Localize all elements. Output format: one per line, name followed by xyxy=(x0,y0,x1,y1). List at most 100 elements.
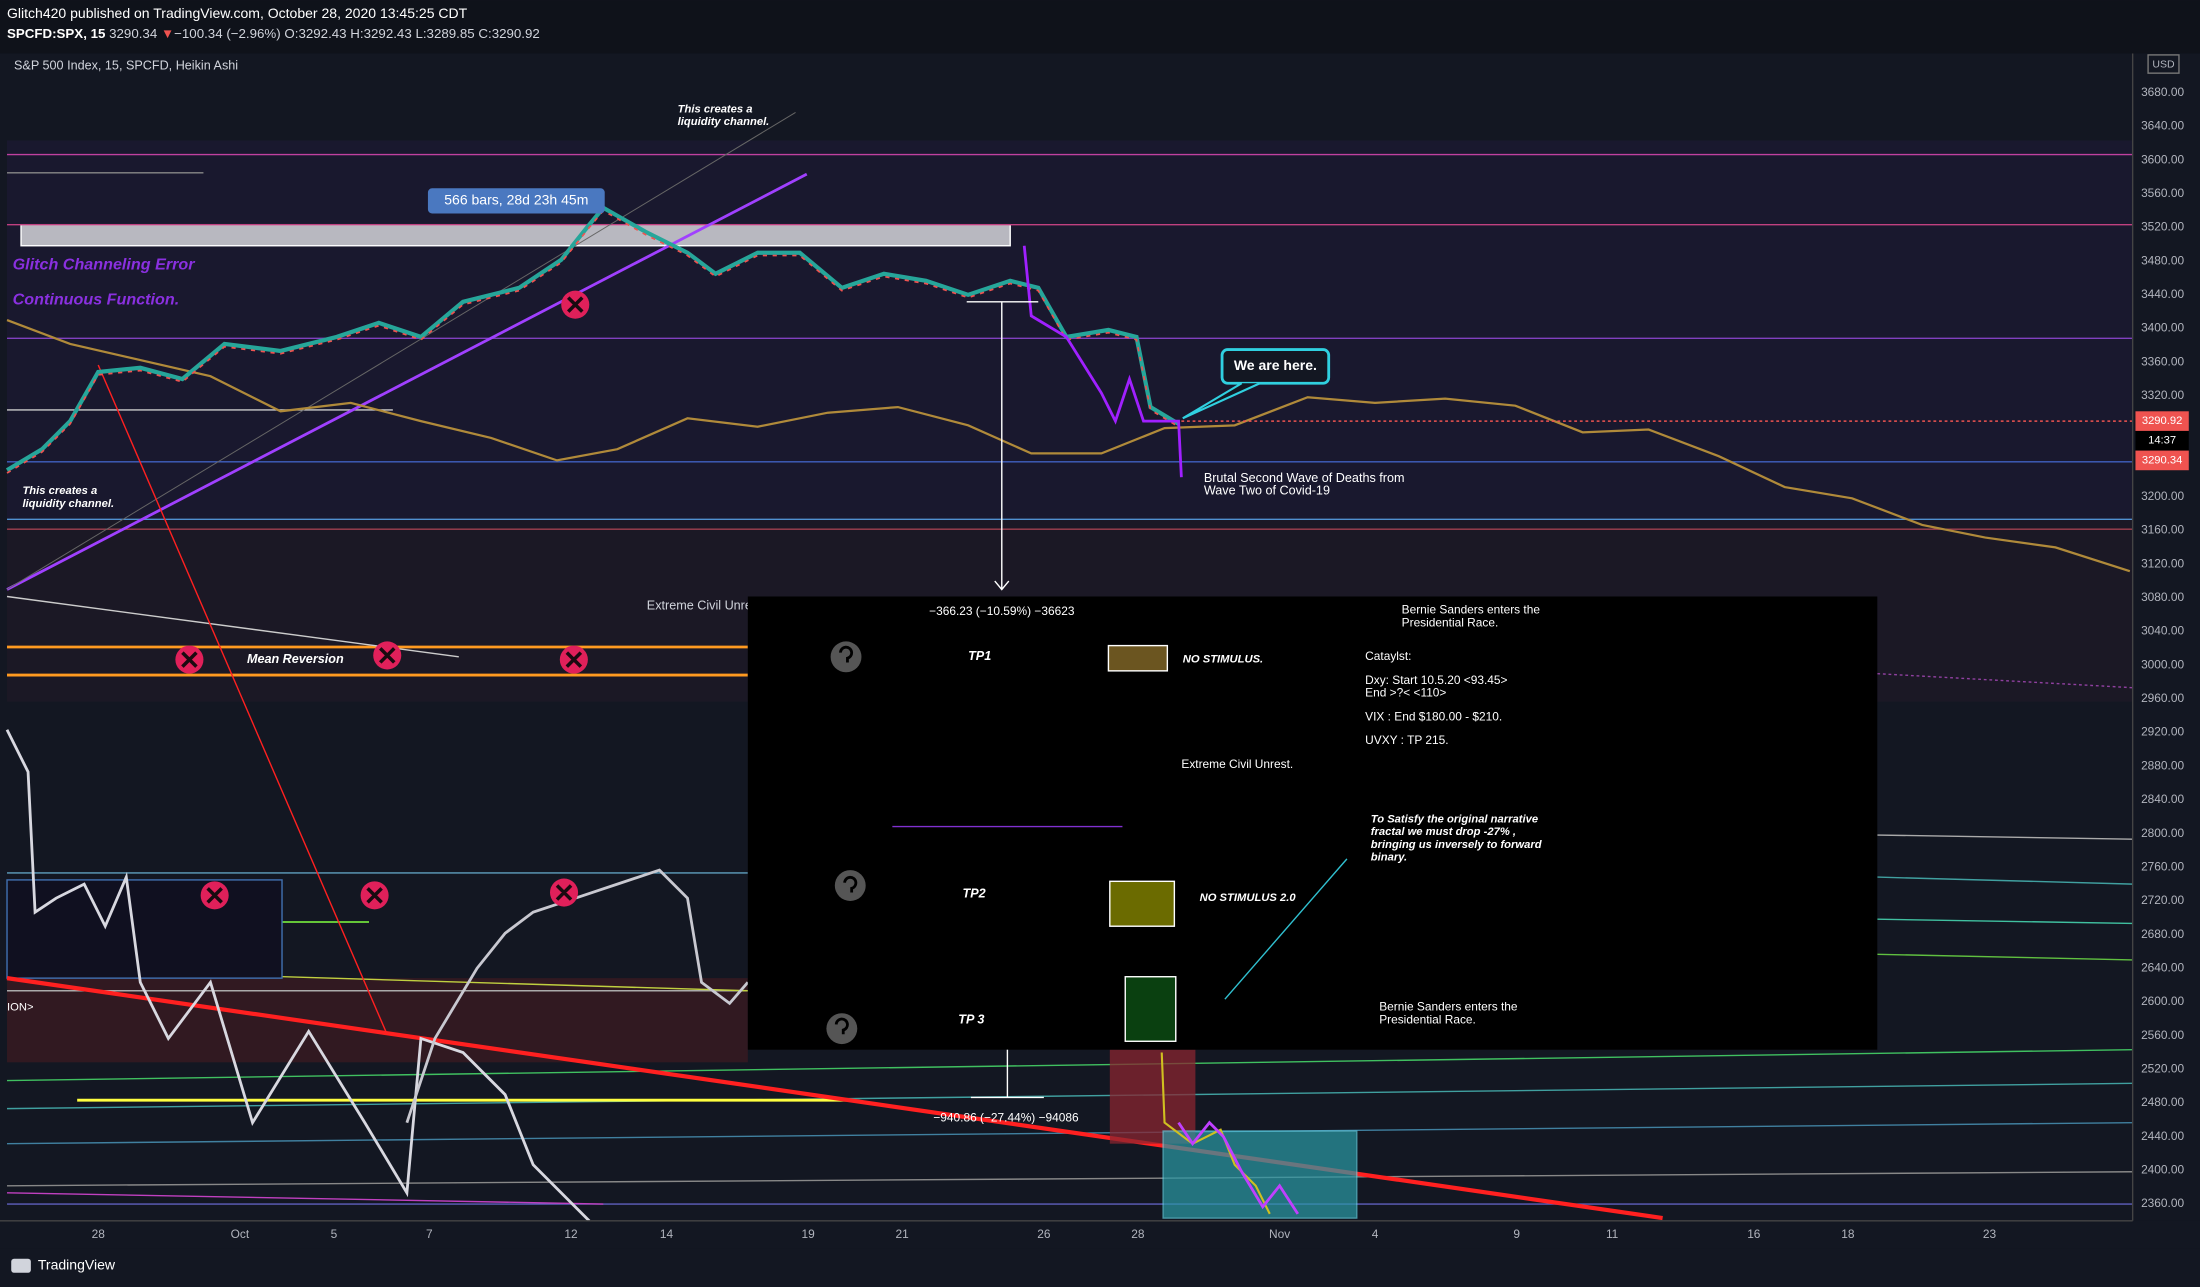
time-label: 23 xyxy=(1983,1227,1997,1241)
help-icons xyxy=(826,641,866,1045)
time-tag-text: 14:37 xyxy=(2148,435,2176,447)
note-panel xyxy=(747,596,1878,1050)
projection-purple xyxy=(1177,1120,1300,1215)
forecast-path xyxy=(1022,245,1183,478)
panel-text: Bernie Sanders enters the xyxy=(1402,603,1541,617)
price-label: 2720.00 xyxy=(2141,893,2184,907)
panel-text: Presidential Race. xyxy=(1402,615,1499,629)
footer-brand: TradingView xyxy=(38,1256,116,1272)
last: 3290.34 xyxy=(109,25,158,40)
range-label: 566 bars, 28d 23h 45m xyxy=(444,192,588,208)
price-tag xyxy=(2135,411,2189,431)
panel-text: Extreme Civil Unrest. xyxy=(1181,757,1293,771)
annotation: Extreme Civil Unrest. xyxy=(647,599,765,613)
time-label: 7 xyxy=(426,1227,433,1241)
price-label: 3400.00 xyxy=(2141,321,2184,335)
price-label: 3080.00 xyxy=(2141,590,2184,604)
chart-title: S&P 500 Index, 15, SPCFD, Heikin Ashi xyxy=(14,58,238,72)
x-marker-crosses xyxy=(181,296,584,904)
annotation: liquidity channel. xyxy=(678,116,770,128)
box-blue xyxy=(6,879,283,979)
time-tag xyxy=(2135,430,2189,451)
price-tag-text: 3290.34 xyxy=(2142,454,2183,466)
projection-yellow xyxy=(1160,1052,1271,1215)
panel-text: fractal we must drop -27% , xyxy=(1371,826,1516,838)
price-label: 2840.00 xyxy=(2141,792,2184,806)
time-label: 16 xyxy=(1747,1227,1761,1241)
price-label: 3000.00 xyxy=(2141,657,2184,671)
price-label: 3640.00 xyxy=(2141,119,2184,133)
time-axis xyxy=(0,1220,2200,1249)
panel-text: Cataylst: xyxy=(1365,649,1411,663)
time-label: Oct xyxy=(231,1227,250,1241)
low: L:3289.85 xyxy=(415,25,474,40)
panel-tp1: TP1 xyxy=(968,649,991,663)
annotation: Mean Reversion xyxy=(247,652,344,666)
panel-text: Dxy: Start 10.5.20 <93.45> xyxy=(1365,673,1507,687)
time-label: 26 xyxy=(1037,1227,1051,1241)
annotation: liquidity channel. xyxy=(22,498,114,510)
footer xyxy=(0,1248,2200,1287)
range-label-box xyxy=(427,188,605,214)
annotation: This creates a xyxy=(678,104,753,116)
price-label: 2360.00 xyxy=(2141,1196,2184,1210)
panel-note: NO STIMULUS. xyxy=(1183,654,1263,666)
panel-text: VIX : End $180.00 - $210. xyxy=(1365,709,1502,723)
change: −100.34 (−2.96%) xyxy=(174,25,281,40)
currency-box xyxy=(2147,54,2180,74)
time-label: 4 xyxy=(1372,1227,1379,1241)
zone-red xyxy=(7,978,748,1063)
red-trend xyxy=(6,976,1663,1221)
price-label: 3560.00 xyxy=(2141,186,2184,200)
symbol-line: SPCFD:SPX, 15 3290.34 ▼−100.34 (−2.96%) … xyxy=(7,25,540,40)
open: O:3292.43 xyxy=(284,25,346,40)
panel-text: To Satisfy the original narrative xyxy=(1371,814,1538,826)
time-label: 9 xyxy=(1513,1227,1520,1241)
time-label: Nov xyxy=(1269,1227,1290,1241)
panel-text: End >?< <110> xyxy=(1365,685,1446,699)
price-label: 2400.00 xyxy=(2141,1163,2184,1177)
measure-label: −366.23 (−10.59%) −36623 xyxy=(929,604,1075,618)
annotation: ION> xyxy=(7,1002,33,1014)
price-label: 2440.00 xyxy=(2141,1129,2184,1143)
time-label: 11 xyxy=(1606,1227,1619,1241)
close: C:3290.92 xyxy=(478,25,539,40)
annotation: Wave Two of Covid-19 xyxy=(1204,484,1330,498)
logo xyxy=(11,1258,31,1273)
price-label: 3440.00 xyxy=(2141,287,2184,301)
time-label: 5 xyxy=(331,1227,338,1241)
price-label: 2480.00 xyxy=(2141,1095,2184,1109)
callout-text: We are here. xyxy=(1234,357,1317,373)
price-label: 2600.00 xyxy=(2141,994,2184,1008)
panel-text: binary. xyxy=(1371,851,1407,863)
panel-text: Bernie Sanders enters the xyxy=(1379,1000,1518,1014)
price-candles xyxy=(5,205,1180,473)
price-tag-text: 3290.92 xyxy=(2142,415,2183,427)
fractal-line xyxy=(5,729,591,1222)
direction: ▼ xyxy=(161,25,174,40)
time-label: 28 xyxy=(92,1227,106,1241)
price-label: 3120.00 xyxy=(2141,556,2184,570)
price-label: 2520.00 xyxy=(2141,1061,2184,1075)
price-label: 3680.00 xyxy=(2141,85,2184,99)
price-label: 3040.00 xyxy=(2141,624,2184,638)
measure-arrowhead xyxy=(994,580,1010,591)
time-label: 28 xyxy=(1131,1227,1145,1241)
time-label: 18 xyxy=(1841,1227,1855,1241)
price-label: 2760.00 xyxy=(2141,859,2184,873)
panel-tp2: TP2 xyxy=(963,886,986,900)
callout-box xyxy=(1220,348,1331,385)
panel-text: UVXY : TP 215. xyxy=(1365,733,1448,747)
swatch-tp2 xyxy=(1109,880,1176,927)
price-label: 3480.00 xyxy=(2141,253,2184,267)
symbol: SPCFD:SPX, 15 xyxy=(7,25,106,40)
currency: USD xyxy=(2152,59,2175,71)
swatch-tp3 xyxy=(1124,976,1177,1042)
range-bar xyxy=(20,223,1011,247)
price-label: 3160.00 xyxy=(2141,523,2184,537)
price-label: 2800.00 xyxy=(2141,826,2184,840)
panel-tp3: TP 3 xyxy=(958,1013,984,1027)
channel-line xyxy=(6,112,796,590)
panel-text: Presidential Race. xyxy=(1379,1012,1476,1026)
